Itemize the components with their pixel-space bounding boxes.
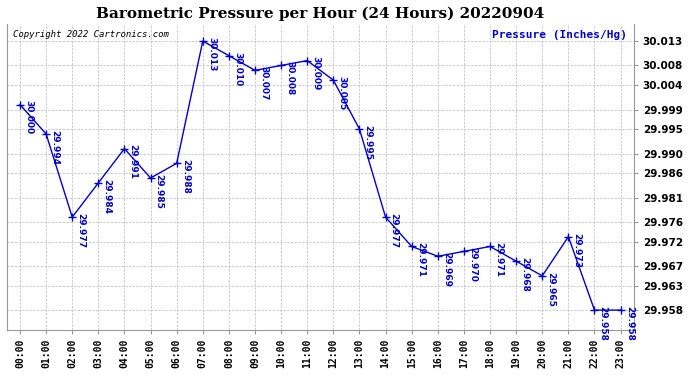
Text: 29.973: 29.973 xyxy=(573,232,582,267)
Text: 29.969: 29.969 xyxy=(442,252,451,287)
Text: 29.968: 29.968 xyxy=(520,257,529,292)
Text: 30.008: 30.008 xyxy=(285,61,295,96)
Text: Pressure (Inches/Hg): Pressure (Inches/Hg) xyxy=(493,30,627,40)
Text: 29.991: 29.991 xyxy=(128,144,137,180)
Text: 30.010: 30.010 xyxy=(233,51,242,86)
Text: 29.995: 29.995 xyxy=(364,125,373,160)
Title: Barometric Pressure per Hour (24 Hours) 20220904: Barometric Pressure per Hour (24 Hours) … xyxy=(96,7,544,21)
Text: 29.971: 29.971 xyxy=(416,242,425,278)
Text: 29.971: 29.971 xyxy=(494,242,503,278)
Text: 29.977: 29.977 xyxy=(77,213,86,248)
Text: 30.013: 30.013 xyxy=(207,37,216,71)
Text: Copyright 2022 Cartronics.com: Copyright 2022 Cartronics.com xyxy=(13,30,169,39)
Text: 29.994: 29.994 xyxy=(50,130,59,165)
Text: 30.000: 30.000 xyxy=(24,100,33,135)
Text: 29.970: 29.970 xyxy=(468,247,477,282)
Text: 29.977: 29.977 xyxy=(390,213,399,248)
Text: 30.009: 30.009 xyxy=(311,56,320,91)
Text: 29.958: 29.958 xyxy=(624,306,633,341)
Text: 29.984: 29.984 xyxy=(103,179,112,214)
Text: 29.958: 29.958 xyxy=(599,306,608,341)
Text: 29.985: 29.985 xyxy=(155,174,164,209)
Text: 29.988: 29.988 xyxy=(181,159,190,194)
Text: 30.007: 30.007 xyxy=(259,66,268,100)
Text: 30.005: 30.005 xyxy=(337,76,346,110)
Text: 29.965: 29.965 xyxy=(546,272,555,306)
